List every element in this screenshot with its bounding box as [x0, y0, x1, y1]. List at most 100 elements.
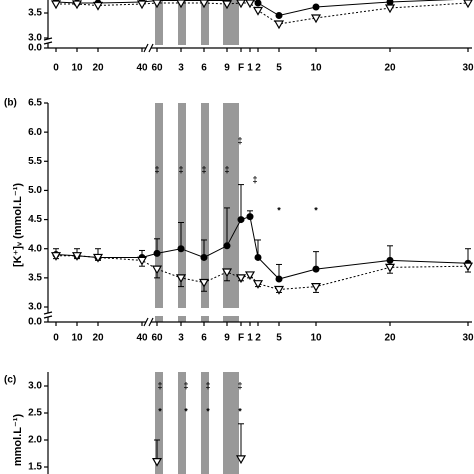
data-point	[136, 0, 148, 10]
y-axis-label: [K⁺]ᵥ (mmol.L⁻¹)	[12, 183, 24, 267]
data-point	[237, 216, 245, 224]
data-point	[310, 283, 322, 292]
data-point	[50, 252, 62, 261]
data-point	[275, 275, 283, 283]
data-point	[136, 256, 148, 266]
data-point	[151, 458, 163, 467]
data-point	[71, 252, 83, 261]
y-tick-label: 0.0	[28, 317, 42, 328]
error-bar	[224, 207, 230, 246]
axis-break	[148, 43, 154, 53]
x-tick-label: 40	[136, 333, 148, 344]
significance-marker: ‡	[183, 380, 188, 390]
significance-marker: ‡	[224, 164, 229, 174]
x-tick-label: 6	[201, 333, 207, 344]
x-tick-label: 20	[92, 333, 104, 344]
x-tick-label: 1	[247, 63, 253, 74]
data-point	[152, 0, 162, 9]
x-tick-label: 10	[310, 63, 322, 74]
x-tick-label: 9	[224, 333, 230, 344]
x-tick-label: 2	[255, 333, 261, 344]
axis-break	[43, 41, 53, 45]
x-tick-label: 0	[53, 333, 59, 344]
data-point	[312, 265, 320, 273]
data-point	[71, 0, 83, 10]
x-tick-label: 5	[276, 63, 282, 74]
x-tick-label: 30	[462, 63, 474, 74]
y-tick-label: 3.5	[28, 8, 42, 19]
exercise-period	[155, 372, 163, 474]
exercise-period	[223, 372, 239, 474]
exercise-period	[201, 316, 209, 322]
x-tick-label: 6	[201, 63, 207, 74]
data-point	[254, 0, 262, 7]
panel-label: (c)	[4, 375, 16, 386]
y-tick-label: 3.0	[28, 33, 42, 44]
data-point	[221, 268, 233, 278]
significance-marker: *	[314, 205, 318, 215]
x-tick-label: 3	[178, 333, 184, 344]
series-line	[56, 2, 469, 25]
significance-marker: ‡	[178, 164, 183, 174]
data-point	[384, 4, 396, 14]
significance-marker: ‡	[237, 135, 242, 145]
data-point	[275, 12, 283, 19]
exercise-period	[178, 372, 186, 474]
data-point	[273, 20, 285, 30]
significance-marker: ‡	[157, 380, 162, 390]
data-point	[252, 6, 264, 16]
axis-break	[43, 37, 53, 41]
data-point	[235, 274, 247, 284]
data-point	[312, 3, 320, 11]
exercise-period	[201, 372, 209, 474]
significance-marker: ‡	[252, 174, 257, 184]
y-tick-label: 4.5	[28, 214, 42, 225]
x-tick-label: 2	[255, 63, 261, 74]
axis-break	[143, 317, 149, 327]
data-point	[384, 263, 396, 273]
series-line	[55, 216, 469, 280]
data-point	[463, 0, 473, 9]
error-bar	[238, 423, 244, 459]
y-tick-label: 3.0	[28, 302, 42, 313]
significance-marker: ‡	[205, 380, 210, 390]
x-tick-label: 0	[53, 63, 59, 74]
exercise-period	[201, 103, 209, 308]
data-point	[244, 271, 256, 281]
axis-break	[148, 317, 154, 327]
data-point	[177, 245, 185, 253]
x-tick-label: 9	[224, 63, 230, 74]
data-point	[153, 249, 161, 257]
y-tick-label: 2.5	[28, 408, 42, 419]
data-point	[92, 253, 104, 263]
significance-marker: *	[238, 406, 242, 416]
y-axis-label: mmol.L⁻¹)	[12, 414, 24, 467]
data-point	[199, 0, 209, 9]
significance-marker: ‡	[237, 380, 242, 390]
y-tick-label: 6.5	[28, 98, 42, 109]
exercise-period	[178, 316, 186, 322]
axis-break	[43, 315, 53, 319]
x-tick-label: 3	[178, 63, 184, 74]
axis-break	[146, 318, 151, 326]
exercise-period	[155, 103, 163, 308]
data-point	[236, 0, 246, 9]
data-point	[92, 1, 104, 11]
exercise-period	[178, 0, 186, 45]
data-point	[273, 285, 285, 295]
x-tick-label: 20	[92, 63, 104, 74]
exercise-period	[223, 316, 239, 322]
significance-marker: ‡	[154, 164, 159, 174]
data-point	[198, 278, 210, 288]
axis-break	[146, 44, 151, 52]
panel-label: (b)	[4, 98, 17, 109]
x-tick-label: 60	[151, 63, 163, 74]
x-tick-label: F	[238, 63, 244, 74]
axis-break	[44, 39, 52, 43]
exercise-period	[223, 103, 239, 308]
x-tick-label: 10	[310, 333, 322, 344]
x-tick-label: F	[238, 333, 244, 344]
significance-marker: *	[158, 406, 162, 416]
significance-marker: *	[206, 406, 210, 416]
